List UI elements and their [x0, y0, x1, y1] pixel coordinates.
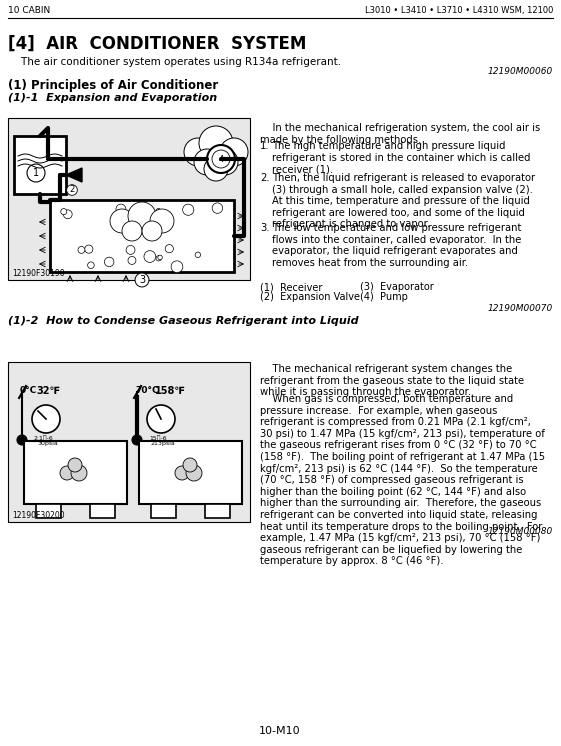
Circle shape: [85, 245, 93, 253]
Text: (1) Principles of Air Conditioner: (1) Principles of Air Conditioner: [8, 79, 218, 92]
Bar: [90, 504, 115, 518]
Text: 12190F30190: 12190F30190: [12, 269, 65, 278]
Text: Then, the liquid refrigerant is released to evaporator
(3) through a small hole,: Then, the liquid refrigerant is released…: [272, 173, 535, 230]
Text: The low temperature and low pressure refrigerant
flows into the container, calle: The low temperature and low pressure ref…: [272, 223, 521, 268]
Circle shape: [144, 251, 156, 263]
Circle shape: [104, 257, 114, 266]
Circle shape: [183, 458, 197, 472]
Bar: [8, 118, 250, 280]
Circle shape: [158, 255, 162, 260]
Circle shape: [116, 204, 126, 214]
Circle shape: [175, 466, 189, 480]
Text: 10 CABIN: 10 CABIN: [8, 6, 50, 15]
Text: (3)  Evaporator: (3) Evaporator: [360, 282, 434, 292]
Circle shape: [88, 262, 94, 269]
Circle shape: [78, 246, 85, 254]
Text: 12190M00060: 12190M00060: [488, 67, 553, 76]
Circle shape: [60, 466, 74, 480]
Text: [4]  AIR  CONDITIONER  SYSTEM: [4] AIR CONDITIONER SYSTEM: [8, 35, 306, 53]
Circle shape: [186, 465, 202, 481]
Text: L3010 • L3410 • L3710 • L4310 WSM, 12100: L3010 • L3410 • L3710 • L4310 WSM, 12100: [365, 6, 553, 15]
Circle shape: [195, 252, 201, 257]
Text: 1: 1: [33, 168, 39, 178]
Text: 10-M10: 10-M10: [259, 726, 301, 736]
Text: 15㎡-6: 15㎡-6: [149, 435, 167, 441]
Circle shape: [199, 126, 233, 160]
Circle shape: [132, 216, 137, 222]
Text: (2)  Expansion Valve: (2) Expansion Valve: [260, 292, 360, 302]
Text: The high temperature and high pressure liquid
refrigerant is stored in the conta: The high temperature and high pressure l…: [272, 141, 531, 175]
Text: 2: 2: [70, 186, 75, 195]
Text: 2.1㎡-6: 2.1㎡-6: [34, 435, 54, 441]
Circle shape: [32, 405, 60, 433]
Circle shape: [71, 465, 87, 481]
Circle shape: [122, 221, 142, 241]
Circle shape: [183, 204, 194, 216]
Text: 32℉: 32℉: [36, 386, 60, 396]
Circle shape: [27, 164, 45, 182]
Text: 12190F30200: 12190F30200: [12, 511, 65, 520]
Text: 70°C: 70°C: [135, 386, 159, 395]
Circle shape: [184, 138, 212, 166]
Circle shape: [165, 245, 173, 253]
Circle shape: [204, 157, 228, 181]
Circle shape: [128, 257, 136, 264]
Text: 12190M00080: 12190M00080: [488, 527, 553, 536]
Circle shape: [220, 138, 248, 166]
Text: 158℉: 158℉: [155, 386, 186, 396]
Polygon shape: [66, 168, 82, 182]
Bar: [24, 441, 127, 504]
Bar: [14, 136, 66, 194]
Text: 1.: 1.: [260, 141, 270, 151]
Circle shape: [142, 229, 146, 233]
Text: 0°C: 0°C: [20, 386, 37, 395]
Circle shape: [171, 261, 183, 272]
Text: 3.: 3.: [260, 223, 269, 233]
Text: (1)  Receiver: (1) Receiver: [260, 282, 323, 292]
Text: 2.: 2.: [260, 173, 270, 183]
Text: 30psia: 30psia: [38, 441, 59, 446]
Bar: [151, 504, 176, 518]
Circle shape: [194, 149, 220, 175]
Circle shape: [142, 221, 162, 241]
Circle shape: [156, 256, 161, 261]
Text: 213psia: 213psia: [151, 441, 176, 446]
Bar: [36, 504, 61, 518]
Bar: [50, 200, 234, 272]
Text: 3: 3: [139, 275, 145, 285]
Circle shape: [132, 435, 142, 445]
Bar: [8, 362, 250, 522]
Text: (1)-1  Expansion and Evaporation: (1)-1 Expansion and Evaporation: [8, 93, 217, 103]
Circle shape: [126, 245, 135, 254]
Text: 12190M00070: 12190M00070: [488, 304, 553, 313]
Text: (4)  Pump: (4) Pump: [360, 292, 408, 302]
Circle shape: [110, 209, 134, 233]
Circle shape: [150, 209, 174, 233]
Text: 4: 4: [218, 154, 224, 163]
Circle shape: [68, 458, 82, 472]
Circle shape: [61, 209, 67, 215]
Text: The air conditioner system operates using R134a refrigerant.: The air conditioner system operates usin…: [8, 57, 341, 67]
Circle shape: [17, 435, 27, 445]
Circle shape: [212, 203, 223, 213]
Circle shape: [212, 150, 230, 168]
Bar: [205, 504, 230, 518]
Circle shape: [147, 405, 175, 433]
Text: In the mechanical refrigeration system, the cool air is
made by the following me: In the mechanical refrigeration system, …: [260, 123, 540, 145]
Text: (1)-2  How to Condense Gaseous Refrigerant into Liquid: (1)-2 How to Condense Gaseous Refrigeran…: [8, 316, 358, 326]
Circle shape: [63, 210, 72, 219]
Text: When gas is compressed, both temperature and
pressure increase.  For example, wh: When gas is compressed, both temperature…: [260, 394, 545, 566]
Bar: [139, 441, 242, 504]
Circle shape: [207, 145, 235, 173]
Circle shape: [212, 149, 238, 175]
Text: The mechanical refrigerant system changes the
refrigerant from the gaseous state: The mechanical refrigerant system change…: [260, 364, 524, 397]
Circle shape: [128, 202, 156, 230]
Circle shape: [156, 208, 161, 213]
